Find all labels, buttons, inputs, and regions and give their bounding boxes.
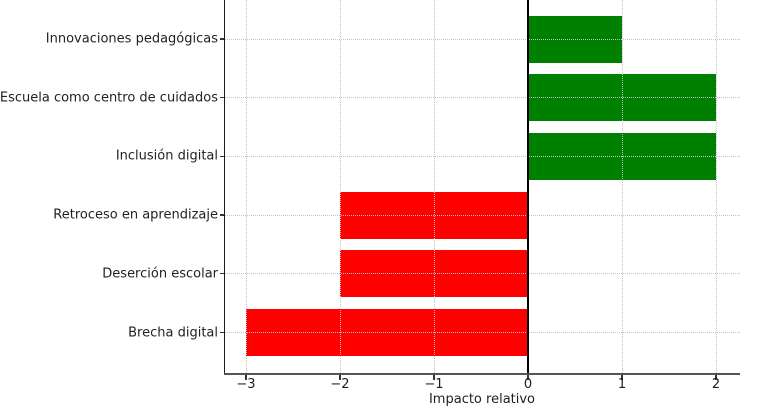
gridline-horizontal — [224, 332, 740, 333]
category-label: Retroceso en aprendizaje — [53, 207, 218, 223]
gridline-vertical — [715, 0, 717, 373]
y-tick-mark — [219, 155, 224, 158]
x-tick-mark — [621, 375, 623, 380]
x-axis-label: Impacto relativo — [428, 392, 536, 407]
x-tick-label: 1 — [617, 377, 627, 392]
gridline-horizontal — [224, 214, 740, 216]
gridline-horizontal — [224, 38, 740, 40]
y-tick-mark — [219, 331, 224, 334]
category-label: Brecha digital — [128, 325, 218, 340]
gridline-vertical — [245, 0, 247, 373]
gridline-horizontal — [224, 97, 740, 99]
x-axis-spine — [224, 373, 740, 375]
x-tick-label: −2 — [330, 377, 350, 392]
x-tick-label: −3 — [236, 377, 256, 392]
x-tick-mark — [715, 375, 717, 380]
x-tick-label: −1 — [424, 377, 444, 392]
gridline-vertical — [433, 0, 435, 373]
x-tick-label: 2 — [711, 377, 721, 392]
x-tick-mark — [527, 375, 529, 380]
y-axis-spine — [224, 0, 226, 373]
x-tick-mark — [339, 375, 341, 380]
gridline-vertical — [621, 0, 623, 373]
category-label: Innovaciones pedagógicas — [45, 31, 218, 47]
category-label: Deserción escolar — [102, 266, 218, 282]
x-tick-mark — [433, 375, 435, 380]
category-label: Escuela como centro de cuidados — [0, 90, 218, 106]
x-tick-label: 0 — [523, 377, 533, 392]
category-label: Inclusión digital — [115, 148, 218, 164]
y-tick-mark — [219, 38, 224, 40]
y-tick-mark — [219, 214, 224, 216]
gridline-horizontal — [224, 155, 740, 157]
x-tick-mark — [245, 375, 247, 380]
y-tick-mark — [219, 97, 224, 99]
gridline-horizontal — [224, 273, 740, 275]
zero-line — [527, 0, 529, 373]
y-tick-mark — [219, 273, 224, 275]
gridline-vertical — [339, 0, 341, 373]
